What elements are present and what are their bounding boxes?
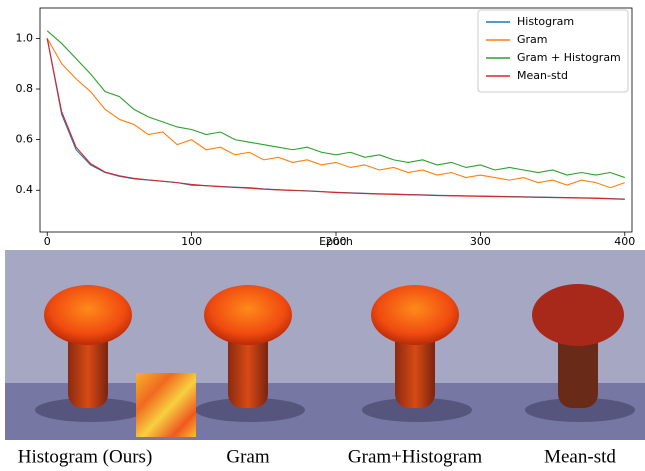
caption: Histogram (Ours) [18, 446, 153, 467]
x-tick-label: 200 [326, 235, 347, 248]
caption: Gram [226, 446, 269, 467]
y-tick-label: 1.0 [16, 31, 34, 44]
caption: Gram+Histogram [348, 446, 482, 467]
texture-swatch [136, 373, 196, 437]
x-tick-label: 300 [470, 235, 491, 248]
figure: Epoch Histogram (Ours) Gram Gram+Histogr… [0, 0, 645, 471]
y-tick-label: 0.8 [16, 82, 34, 95]
render-panel [5, 250, 645, 440]
x-tick-label: 100 [181, 235, 202, 248]
x-tick-label: 0 [44, 235, 51, 248]
legend-label: Histogram [517, 15, 574, 28]
legend-label: Gram + Histogram [517, 51, 621, 64]
caption: Mean-std [544, 446, 616, 467]
x-tick-label: 400 [614, 235, 635, 248]
legend-label: Mean-std [517, 69, 568, 82]
legend-label: Gram [517, 33, 548, 46]
y-tick-label: 0.4 [16, 183, 34, 196]
y-tick-label: 0.6 [16, 133, 34, 146]
